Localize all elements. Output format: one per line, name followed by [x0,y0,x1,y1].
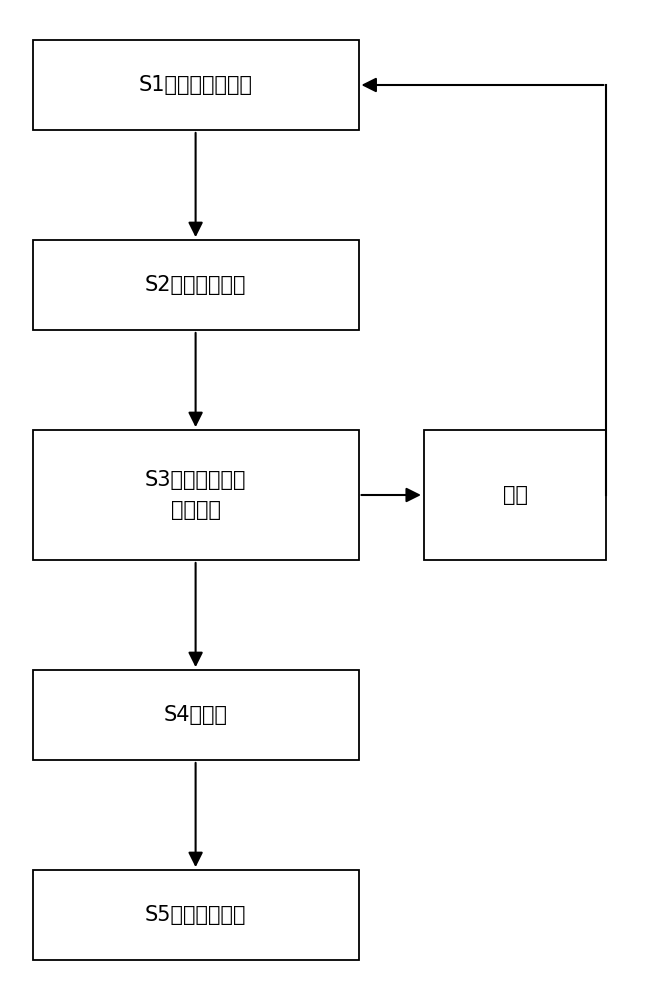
Text: 试焊: 试焊 [503,485,527,505]
Bar [33,240,359,330]
Text: S3、抵消或减弱
磁场磁性: S3、抵消或减弱 磁场磁性 [145,470,246,520]
Text: S1、判断磁性强弱: S1、判断磁性强弱 [139,75,252,95]
Text: S4、焊接: S4、焊接 [164,705,228,725]
Bar [33,670,359,760]
Text: S5、焊后热处理: S5、焊后热处理 [145,905,246,925]
Bar [33,40,359,130]
Bar [424,430,606,560]
Bar [33,430,359,560]
Bar [33,870,359,960]
Text: S2、放置永磁铁: S2、放置永磁铁 [145,275,246,295]
